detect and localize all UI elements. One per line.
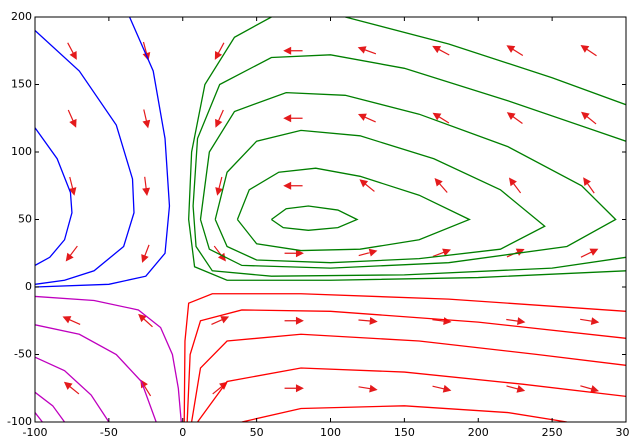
x-tick-label: -100 xyxy=(23,426,48,439)
trajectory xyxy=(35,391,66,422)
y-tick-label: 0 xyxy=(25,280,32,293)
trajectory xyxy=(35,412,43,422)
arrow xyxy=(211,316,230,325)
arrow xyxy=(358,317,378,325)
trajectory xyxy=(35,127,73,266)
arrow xyxy=(214,42,225,60)
arrow xyxy=(508,177,522,194)
y-tick-label: -50 xyxy=(14,348,32,361)
arrow xyxy=(283,114,303,123)
arrow xyxy=(583,177,595,194)
x-tick-label: 250 xyxy=(542,426,563,439)
arrow xyxy=(283,46,303,55)
arrow xyxy=(284,384,304,393)
arrow xyxy=(506,112,523,125)
arrow xyxy=(358,384,378,393)
arrow xyxy=(432,45,450,56)
trajectory xyxy=(35,17,171,288)
trajectory xyxy=(196,367,626,422)
trajectory xyxy=(236,167,471,252)
arrow xyxy=(580,317,600,326)
x-tick-label: 50 xyxy=(250,426,264,439)
arrow xyxy=(432,248,451,258)
arrow xyxy=(283,181,303,190)
arrow xyxy=(432,384,452,393)
trajectory xyxy=(183,293,626,422)
arrow xyxy=(434,177,448,193)
arrow xyxy=(580,248,599,258)
arrow xyxy=(506,317,526,326)
x-tick-label: 0 xyxy=(179,426,186,439)
arrow xyxy=(215,109,224,128)
trajectory xyxy=(188,17,626,281)
arrow xyxy=(63,381,80,395)
arrow xyxy=(215,176,223,196)
arrow xyxy=(138,313,153,328)
arrow xyxy=(62,316,81,325)
arrow xyxy=(357,46,377,55)
arrow xyxy=(506,248,525,258)
x-tick-label: 150 xyxy=(394,426,415,439)
x-tick-label: 300 xyxy=(616,426,629,439)
trajectory xyxy=(199,91,617,269)
arrow xyxy=(67,109,77,128)
arrow xyxy=(284,249,304,258)
arrow xyxy=(67,42,77,60)
y-tick-label: 150 xyxy=(11,78,32,91)
trajectory xyxy=(35,356,110,422)
trajectory xyxy=(214,129,546,264)
arrow xyxy=(506,385,526,393)
y-tick-label: 100 xyxy=(11,145,32,158)
trajectory xyxy=(35,324,157,422)
arrow xyxy=(359,179,375,192)
trajectory xyxy=(241,405,568,422)
arrow xyxy=(432,112,450,124)
trajectory xyxy=(192,54,626,277)
arrow xyxy=(68,176,77,196)
arrow xyxy=(506,45,524,57)
trajectory xyxy=(35,295,182,422)
arrow xyxy=(65,245,78,262)
arrow xyxy=(284,316,304,325)
arrow xyxy=(357,113,376,123)
y-tick-label: -100 xyxy=(7,415,32,428)
arrow xyxy=(580,44,597,57)
trajectory xyxy=(271,205,359,231)
arrow xyxy=(142,176,151,197)
plot-content xyxy=(35,17,626,422)
trajectory xyxy=(186,309,626,422)
arrow xyxy=(358,248,378,257)
x-tick-label: 200 xyxy=(468,426,489,439)
y-tick-label: 50 xyxy=(18,213,32,226)
arrow xyxy=(581,111,597,125)
arrow xyxy=(142,109,151,129)
arrow xyxy=(580,385,600,393)
arrow xyxy=(141,244,150,263)
x-tick-label: 100 xyxy=(320,426,341,439)
trajectory xyxy=(35,30,135,285)
x-tick-label: -50 xyxy=(100,426,118,439)
y-tick-label: 200 xyxy=(11,10,32,23)
trajectory xyxy=(190,333,626,422)
